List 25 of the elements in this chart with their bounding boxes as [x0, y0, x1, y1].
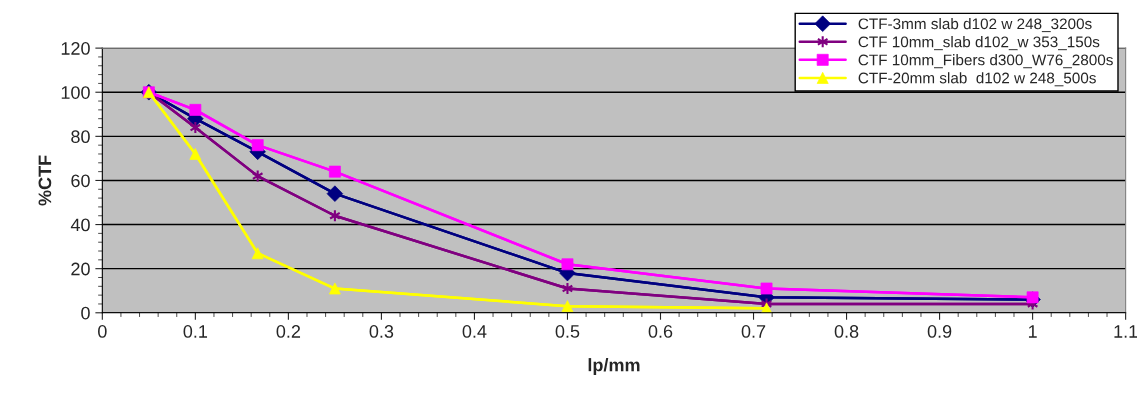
x-tick-label: 0.9: [927, 325, 952, 338]
legend-label: CTF 10mm_slab d102_w 353_150s: [858, 36, 1100, 51]
x-tick-label: 0: [98, 325, 107, 338]
x-tick-label: 0.8: [834, 325, 859, 338]
y-tick-label: 40: [70, 218, 90, 232]
y-tick-label: 80: [71, 130, 90, 144]
legend-label: CTF 10mm_Fibers d300_W76_2800s: [858, 54, 1113, 69]
y-tick-label: 20: [71, 262, 90, 276]
x-tick-label: 1.1: [1114, 325, 1137, 338]
y-tick-label: 120: [61, 42, 90, 55]
x-tick-label: 0.4: [462, 325, 487, 338]
y-tick-label: 60: [71, 174, 90, 188]
x-tick-label: 0.5: [555, 325, 580, 338]
legend-label: CTF-3mm slab d102 w 248_3200s: [858, 18, 1092, 33]
x-tick-label: 0.3: [369, 325, 394, 338]
x-tick-label: 0.2: [276, 325, 301, 338]
y-tick-label: 0: [81, 306, 90, 320]
legend-label: CTF-20mm slab d102 w 248_500s: [858, 72, 1096, 87]
y-tick-label: 100: [61, 86, 90, 99]
x-tick-label: 0.7: [741, 325, 766, 338]
x-tick-label: 0.1: [183, 325, 208, 338]
y-axis-title: %CTF: [38, 155, 52, 206]
x-tick-label: 1: [1028, 325, 1037, 338]
x-axis-title: lp/mm: [588, 358, 640, 375]
x-tick-label: 0.6: [648, 325, 673, 338]
